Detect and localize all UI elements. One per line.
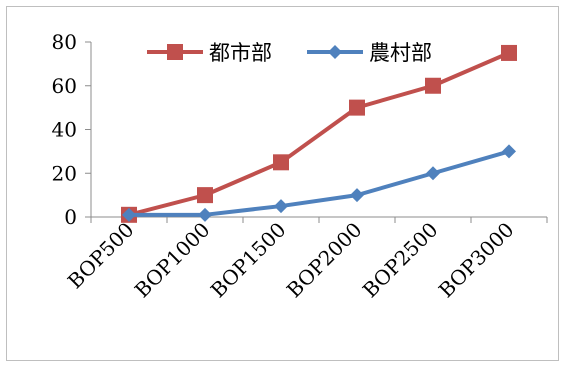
legend-label: 農村部 bbox=[369, 41, 432, 65]
chart-frame: 0 20 40 60 80 BOP500 BOP1000 BOP1500 BOP2000 BOP… bbox=[6, 6, 559, 361]
legend-item: 農村部 bbox=[307, 41, 432, 65]
data-point bbox=[425, 77, 441, 94]
y-tick-label: 0 bbox=[64, 205, 77, 229]
series-layer bbox=[121, 44, 517, 223]
x-tick-label: BOP2000 bbox=[282, 218, 367, 303]
legend-marker bbox=[167, 44, 183, 60]
data-point bbox=[501, 44, 517, 61]
y-tick-label: 20 bbox=[52, 161, 77, 185]
x-tick-label: BOP3000 bbox=[434, 218, 519, 303]
legend: 都市部 農村部 bbox=[147, 41, 432, 65]
data-point bbox=[502, 144, 516, 159]
y-tick-label: 60 bbox=[52, 74, 77, 98]
x-tick-label: BOP1000 bbox=[130, 218, 215, 303]
series-line bbox=[128, 51, 510, 217]
series-2 bbox=[122, 144, 516, 222]
data-point bbox=[273, 154, 289, 171]
data-point bbox=[198, 207, 212, 222]
y-tick-label: 80 bbox=[52, 30, 77, 54]
axes bbox=[90, 42, 547, 218]
data-point bbox=[350, 188, 364, 203]
data-point bbox=[349, 99, 365, 116]
legend-label: 都市部 bbox=[209, 41, 272, 65]
x-axis-ticks: BOP500BOP1000BOP1500BOP2000BOP2500BOP300… bbox=[63, 217, 548, 303]
data-point bbox=[122, 207, 136, 222]
data-point bbox=[197, 187, 213, 204]
x-tick-label: BOP1500 bbox=[206, 218, 291, 303]
line-chart: 0 20 40 60 80 BOP500BOP1000BOP1500BOP2000BOP… bbox=[52, 30, 548, 303]
y-axis-ticks: 0 20 40 60 80 bbox=[52, 30, 91, 229]
data-point bbox=[274, 199, 288, 214]
series-line bbox=[129, 149, 510, 217]
x-tick-label: BOP2500 bbox=[358, 218, 443, 303]
series-1 bbox=[121, 44, 517, 223]
data-point bbox=[426, 166, 440, 181]
legend-marker bbox=[328, 45, 342, 59]
legend-item: 都市部 bbox=[147, 41, 272, 65]
y-tick-label: 40 bbox=[52, 118, 77, 142]
